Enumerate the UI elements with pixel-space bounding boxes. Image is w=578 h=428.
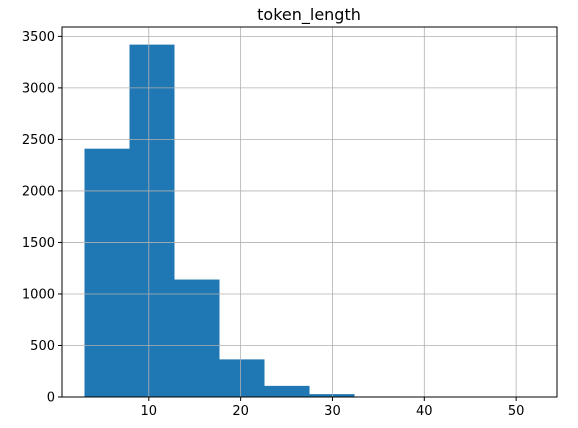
plot-frame xyxy=(61,26,558,398)
histogram-bars xyxy=(84,44,535,397)
x-axis-ticks: 10 20 30 40 50 xyxy=(141,397,525,419)
y-tick-label-7: 3500 xyxy=(22,30,55,45)
x-tick-label-1: 20 xyxy=(232,404,249,419)
x-tick-label-0: 10 xyxy=(141,404,158,419)
histogram-bar-1 xyxy=(129,44,175,397)
x-tick-label-3: 40 xyxy=(416,404,433,419)
y-tick-label-1: 500 xyxy=(30,339,55,354)
x-tick-label-4: 50 xyxy=(508,404,525,419)
y-tick-label-6: 3000 xyxy=(22,81,55,96)
x-tick-label-2: 30 xyxy=(324,404,341,419)
y-tick-label-3: 1500 xyxy=(22,236,55,251)
histogram-bar-0 xyxy=(84,148,130,397)
histogram-bar-3 xyxy=(219,359,265,397)
histogram-bar-4 xyxy=(264,385,310,397)
chart-title: token_length xyxy=(257,5,361,25)
y-tick-label-0: 0 xyxy=(47,391,55,406)
histogram-bar-2 xyxy=(174,279,220,397)
y-tick-label-2: 1000 xyxy=(22,287,55,302)
y-axis-ticks: 0 500 1000 1500 2000 2500 3000 3500 xyxy=(22,30,62,406)
grid-lines xyxy=(62,27,557,398)
y-tick-label-4: 2000 xyxy=(22,184,55,199)
axes xyxy=(61,26,558,398)
histogram-bar-5 xyxy=(309,394,355,397)
y-tick-label-5: 2500 xyxy=(22,133,55,148)
